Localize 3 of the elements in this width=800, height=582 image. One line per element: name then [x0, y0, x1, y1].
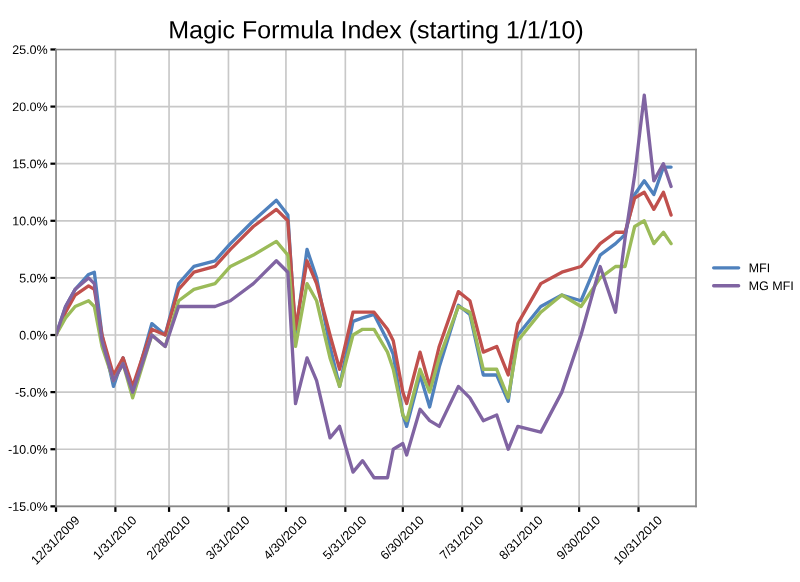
line-series — [56, 219, 673, 423]
chart-title: Magic Formula Index (starting 1/1/10) — [170, 20, 583, 44]
line-series — [56, 93, 673, 480]
